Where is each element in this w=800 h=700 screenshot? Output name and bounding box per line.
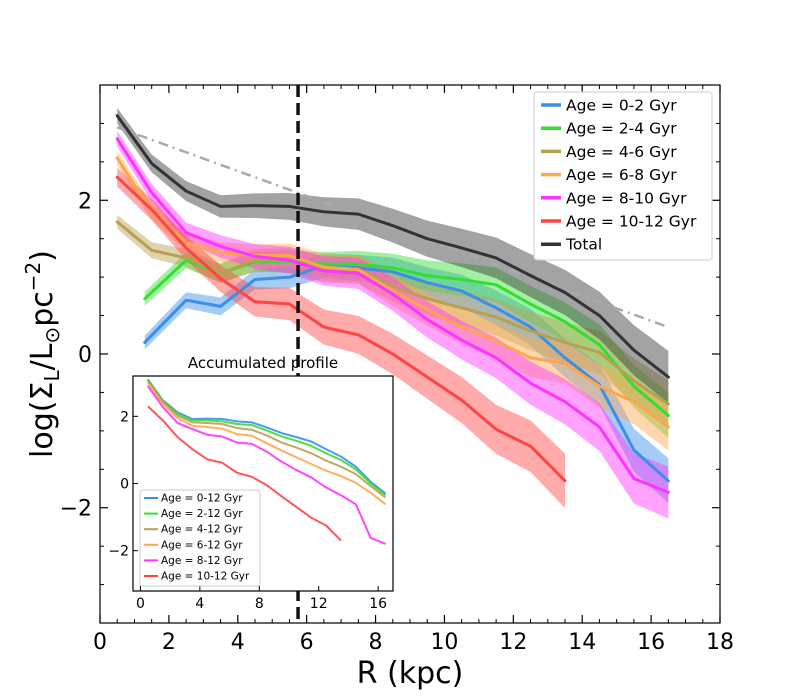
legend-label-age-2-4-gyr: Age = 2-4 Gyr: [566, 120, 677, 138]
inset-line-age-4-12-gyr: [147, 380, 387, 499]
inset-x-tick-label: 12: [310, 596, 328, 612]
main-legend: Age = 0-2 Gyr Age = 2-4 Gyr Age = 4-6 Gyr A…: [533, 91, 713, 261]
inset-legend: Age = 0-12 Gyr Age = 2-12 Gyr Age = 4-12 G…: [139, 489, 261, 587]
legend-label-age-4-6-gyr: Age = 4-6 Gyr: [566, 143, 677, 161]
x-tick-label: 4: [231, 630, 245, 655]
x-tick-label: 2: [162, 630, 176, 655]
y-tick-label: 2: [78, 189, 92, 214]
inset-title: Accumulated profile: [188, 354, 338, 372]
legend-label-age-6-8-gyr: Age = 6-8 Gyr: [566, 166, 677, 184]
band-age-6-8-gyr: [117, 151, 669, 451]
inset-y-tick-label: 0: [120, 477, 129, 493]
x-tick-label: 8: [369, 630, 383, 655]
main-ticks: 0 2 4 6 8 10 12 14 16 18 −2 0 2: [60, 84, 734, 655]
x-tick-label: 10: [430, 630, 458, 655]
inset-legend-label-age-2-12-gyr: Age = 2-12 Gyr: [161, 508, 243, 520]
inset-line-age-10-12-gyr: [147, 405, 342, 542]
inset-lines: [147, 378, 387, 545]
band-age-4-6-gyr: [117, 214, 669, 428]
x-tick-label: 16: [637, 630, 665, 655]
y-tick-label: 0: [78, 343, 92, 368]
x-tick-label: 6: [300, 630, 314, 655]
y-label-pc: pc: [25, 291, 60, 327]
legend-label-age-8-10-gyr: Age = 8-10 Gyr: [566, 189, 687, 207]
inset-line-age-2-12-gyr: [147, 379, 387, 497]
inset-x-tick-label: 16: [369, 596, 387, 612]
x-axis-label: R (kpc): [357, 656, 464, 691]
main-lines: [115, 85, 670, 623]
series-line-total: [115, 114, 670, 379]
series-line-age-8-10-gyr: [115, 137, 670, 494]
y-label-close: ): [25, 250, 60, 262]
inset-y-tick-label: 2: [120, 409, 129, 425]
inset-x-tick-label: 4: [195, 596, 204, 612]
y-label-sup: −2: [21, 262, 45, 291]
x-tick-label: 12: [499, 630, 527, 655]
x-tick-label: 14: [568, 630, 596, 655]
inset-legend-label-age-0-12-gyr: Age = 0-12 Gyr: [161, 493, 243, 505]
inset-legend-box: [139, 489, 261, 587]
y-label-slash: /L: [25, 343, 60, 370]
y-label-sub-sun: ⊙: [40, 327, 64, 344]
legend-label-age-10-12-gyr: Age = 10-12 Gyr: [566, 213, 697, 231]
inset-line-age-0-12-gyr: [147, 378, 387, 495]
band-age-0-2-gyr: [144, 253, 669, 504]
y-label-main: log(Σ: [25, 382, 60, 458]
inset-legend-label-age-10-12-gyr: Age = 10-12 Gyr: [161, 571, 250, 583]
inset-line-age-8-12-gyr: [147, 385, 386, 545]
x-tick-label: 18: [706, 630, 734, 655]
inset-x-tick-label: 0: [136, 596, 145, 612]
y-label-sub-l: L: [40, 370, 64, 382]
inset-x-tick-label: 8: [255, 596, 264, 612]
series-line-age-0-2-gyr: [143, 264, 670, 483]
y-tick-label: −2: [60, 497, 92, 522]
legend-label-age-0-2-gyr: Age = 0-2 Gyr: [566, 97, 677, 115]
series-line-age-10-12-gyr: [115, 175, 567, 483]
main-legend-box: [533, 91, 713, 261]
x-tick-label: 0: [93, 630, 107, 655]
series-line-age-6-8-gyr: [115, 156, 670, 429]
inset-legend-label-age-4-12-gyr: Age = 4-12 Gyr: [161, 524, 243, 536]
y-axis-label: log(ΣL/L⊙pc−2): [21, 250, 64, 458]
inset-plot: Accumulated profile 0 4 8 12 16 −2 0 2 Age = 0-…: [108, 354, 394, 612]
inset-legend-label-age-8-12-gyr: Age = 8-12 Gyr: [161, 555, 243, 567]
main-bands: [117, 108, 669, 519]
inset-line-age-6-12-gyr: [147, 382, 387, 506]
inset-y-tick-label: −2: [108, 544, 129, 560]
legend-label-total: Total: [565, 236, 602, 254]
band-age-2-4-gyr: [144, 250, 669, 438]
inset-ticks: 0 4 8 12 16 −2 0 2: [108, 409, 387, 612]
band-age-10-12-gyr: [117, 168, 565, 509]
inset-legend-label-age-6-12-gyr: Age = 6-12 Gyr: [161, 539, 243, 551]
